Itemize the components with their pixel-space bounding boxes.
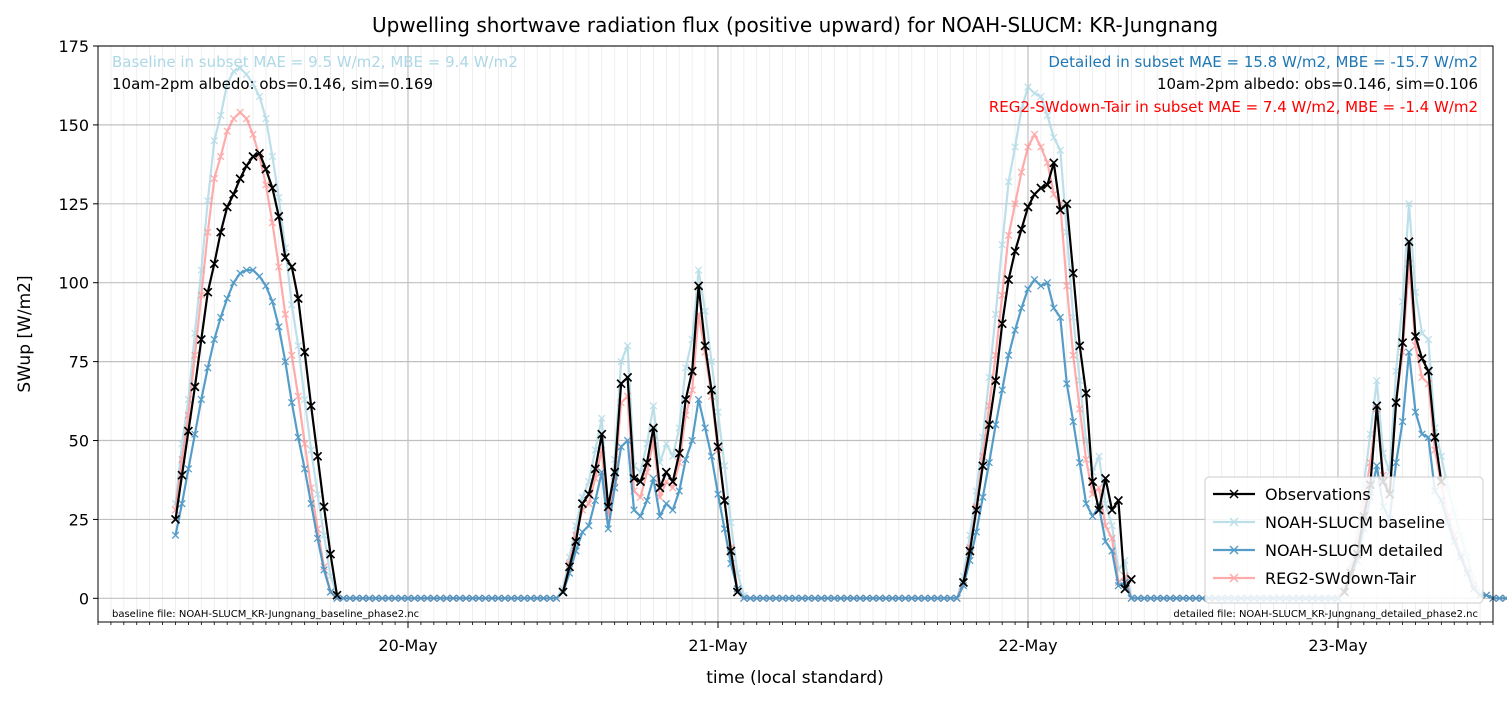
detailed-file-annotation: detailed file: NOAH-SLUCM_KR-Jungnang_de… xyxy=(1173,609,1478,620)
x-tick-label: 22-May xyxy=(998,636,1057,655)
x-tick-label: 21-May xyxy=(688,636,747,655)
detailed-albedo-annotation: 10am-2pm albedo: obs=0.146, sim=0.106 xyxy=(1157,75,1478,93)
baseline-stats-annotation: Baseline in subset MAE = 9.5 W/m2, MBE =… xyxy=(112,53,518,71)
y-tick-label: 0 xyxy=(79,589,89,608)
y-tick-label: 150 xyxy=(58,116,89,135)
x-tick-label: 20-May xyxy=(378,636,437,655)
x-axis-label: time (local standard) xyxy=(706,668,884,688)
legend-label: NOAH-SLUCM baseline xyxy=(1265,513,1445,532)
legend: Observations NOAH-SLUCM baseline NOAH-SLUC… xyxy=(1205,477,1483,603)
x-tick-label: 23-May xyxy=(1308,636,1367,655)
y-tick-label: 25 xyxy=(69,510,89,529)
y-tick-label: 125 xyxy=(58,195,89,214)
y-tick-label: 75 xyxy=(69,353,89,372)
y-tick-label: 50 xyxy=(69,432,89,451)
baseline-file-annotation: baseline file: NOAH-SLUCM_KR-Jungnang_ba… xyxy=(112,609,419,620)
legend-label: Observations xyxy=(1265,485,1371,504)
y-axis-label: SWup [W/m2] xyxy=(15,275,35,392)
legend-label: NOAH-SLUCM detailed xyxy=(1265,541,1443,560)
y-tick-label: 175 xyxy=(58,37,89,56)
y-tick-label: 100 xyxy=(58,274,89,293)
baseline-albedo-annotation: 10am-2pm albedo: obs=0.146, sim=0.169 xyxy=(112,75,433,93)
detailed-stats-annotation: Detailed in subset MAE = 15.8 W/m2, MBE … xyxy=(1048,53,1478,71)
legend-label: REG2-SWdown-Tair xyxy=(1265,569,1416,588)
chart-title: Upwelling shortwave radiation flux (posi… xyxy=(372,13,1218,37)
reg2-stats-annotation: REG2-SWdown-Tair in subset MAE = 7.4 W/m… xyxy=(989,98,1478,116)
